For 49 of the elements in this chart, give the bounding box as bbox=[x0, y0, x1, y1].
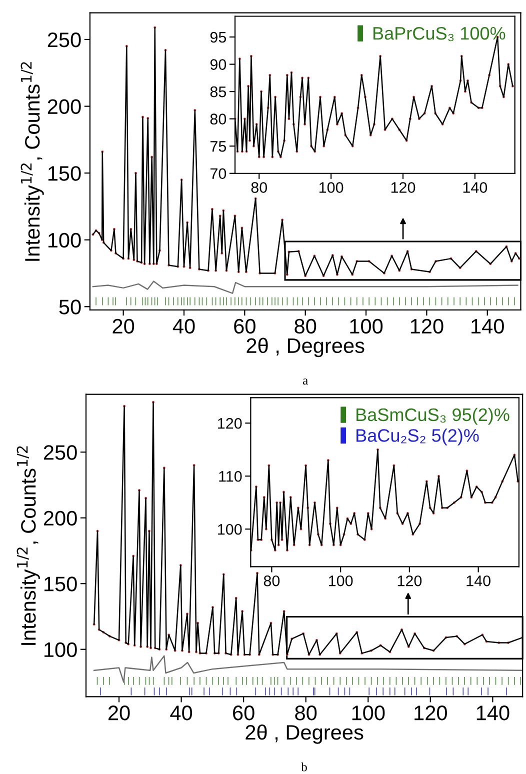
x-tick-label: 140 bbox=[466, 575, 490, 586]
y-tick-label: 70 bbox=[210, 168, 226, 180]
y-tick-label: 100 bbox=[218, 524, 242, 535]
y-axis-title: Intensity$^{1/2}$, Counts$^{1/2}$ bbox=[16, 446, 40, 645]
legend-label: BaSmCuS₃ 95(2)% bbox=[356, 408, 510, 425]
y-tick-label: 250 bbox=[48, 32, 81, 48]
x-tick-label: 80 bbox=[295, 706, 317, 720]
x-tick-label: 20 bbox=[108, 706, 130, 720]
x-tick-label: 80 bbox=[251, 182, 268, 193]
x-tick-label: 120 bbox=[414, 706, 447, 720]
y-tick-label: 150 bbox=[44, 576, 77, 592]
x-tick-label: 20 bbox=[112, 318, 134, 334]
x-tick-label: 120 bbox=[398, 575, 422, 586]
y-tick-label: 200 bbox=[48, 99, 81, 114]
y-tick-label: 75 bbox=[210, 141, 226, 152]
y-tick-label: 200 bbox=[44, 510, 77, 526]
y-tick-label: 85 bbox=[210, 86, 226, 98]
legend-label: BaPrCuS₃ 100% bbox=[373, 26, 506, 42]
text: b bbox=[301, 762, 307, 772]
x-tick-label: 100 bbox=[328, 575, 353, 586]
x-tick-label: 40 bbox=[170, 706, 192, 720]
x-tick-label: 120 bbox=[410, 318, 444, 334]
x-tick-label: 80 bbox=[294, 318, 316, 334]
x-axis-title: 2θ , Degrees bbox=[246, 724, 364, 744]
x-tick-label: 120 bbox=[391, 182, 416, 193]
x-tick-label: 140 bbox=[463, 182, 488, 193]
x-axis-title: 2θ , Degrees bbox=[246, 338, 364, 358]
x-tick-label: 100 bbox=[350, 318, 383, 334]
x-tick-label: 140 bbox=[476, 706, 510, 720]
y-tick-label: 50 bbox=[59, 300, 81, 314]
x-tick-label: 100 bbox=[352, 706, 385, 720]
x-tick-label: 40 bbox=[172, 318, 195, 334]
x-tick-label: 100 bbox=[319, 182, 344, 193]
y-tick-label: 120 bbox=[218, 418, 242, 429]
x-tick-label: 60 bbox=[234, 318, 256, 334]
y-tick-label: 250 bbox=[44, 445, 77, 460]
x-tick-label: 80 bbox=[264, 575, 280, 586]
y-tick-label: 100 bbox=[48, 232, 81, 248]
text: a bbox=[303, 378, 308, 385]
y-tick-label: 90 bbox=[210, 59, 226, 70]
x-tick-label: 140 bbox=[472, 318, 504, 334]
y-tick-label: 80 bbox=[210, 114, 226, 125]
y-tick-label: 150 bbox=[48, 166, 81, 181]
x-tick-label: 60 bbox=[233, 706, 254, 720]
y-tick-label: 100 bbox=[44, 642, 77, 658]
y-tick-label: 95 bbox=[210, 32, 226, 43]
y-axis-title: Intensity$^{1/2}$, Counts$^{1/2}$ bbox=[20, 62, 44, 261]
legend-label: BaCu₂S₂ 5(2)% bbox=[356, 428, 479, 446]
y-tick-label: 110 bbox=[219, 470, 242, 482]
